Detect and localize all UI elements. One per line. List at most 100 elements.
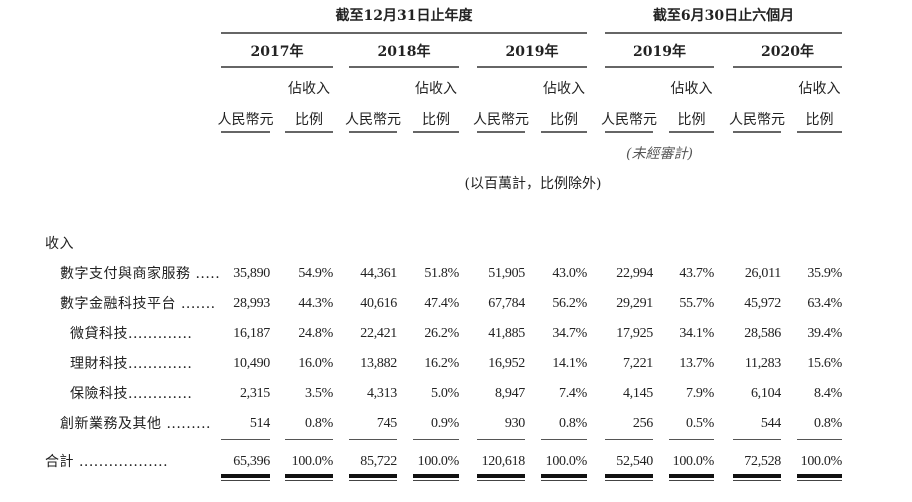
ratio-cell: 43.0%: [552, 266, 587, 281]
total-double-rule: [349, 474, 397, 481]
amount-cell: 544: [760, 416, 781, 431]
ratio-cell: 54.9%: [298, 266, 333, 281]
col-header-amount: 人民幣元: [217, 112, 274, 128]
group-header-interim: 截至6月30日止六個月: [652, 8, 795, 24]
ratio-cell: 7.9%: [686, 386, 714, 401]
amount-cell: 7,221: [622, 356, 653, 371]
amount-cell: 11,283: [744, 356, 781, 371]
ratio-cell: 8.4%: [814, 386, 842, 401]
amount-cell: 26,011: [744, 266, 781, 281]
subtotal-rule: [797, 439, 842, 440]
ratio-cell: 35.9%: [807, 266, 842, 281]
group-underline: [605, 32, 842, 34]
amount-cell: 745: [376, 416, 397, 431]
total-label: 合計 ..................: [45, 454, 169, 470]
row-label: 保險科技.............: [70, 386, 193, 402]
ratio-cell: 47.4%: [424, 296, 459, 311]
subtotal-rule: [477, 439, 525, 440]
ratio-cell: 34.1%: [679, 326, 714, 341]
amount-cell: 4,313: [366, 386, 397, 401]
ratio-cell: 26.2%: [424, 326, 459, 341]
col-header-ratio-line2: 比例: [677, 112, 706, 128]
amount-cell: 40,616: [360, 296, 397, 311]
subtotal-rule: [669, 439, 714, 440]
col-header-underline: [669, 131, 714, 133]
year-header: 2017年: [250, 44, 304, 60]
col-header-ratio-line2: 比例: [422, 112, 450, 128]
ratio-cell: 43.7%: [679, 266, 714, 281]
unit-note: (以百萬計，比例除外): [464, 176, 602, 192]
row-label: 微貸科技.............: [70, 326, 193, 342]
amount-cell: 17,925: [616, 326, 653, 341]
year-underline: [477, 66, 587, 68]
ratio-cell: 13.7%: [679, 356, 714, 371]
ratio-cell: 55.7%: [679, 296, 714, 311]
subtotal-rule: [221, 439, 270, 440]
ratio-cell: 24.8%: [298, 326, 333, 341]
total-cell: 100.0%: [672, 454, 715, 469]
col-header-ratio-line1: 佔收入: [798, 81, 841, 97]
amount-cell: 67,784: [488, 296, 525, 311]
total-cell: 100.0%: [291, 454, 334, 469]
ratio-cell: 0.9%: [431, 416, 459, 431]
total-cell: 100.0%: [545, 454, 588, 469]
total-cell: 85,722: [360, 454, 397, 469]
ratio-cell: 51.8%: [424, 266, 459, 281]
total-double-rule: [669, 474, 714, 481]
row-label: 創新業務及其他 .........: [60, 416, 212, 432]
subtotal-rule: [413, 439, 459, 440]
amount-cell: 28,586: [744, 326, 781, 341]
subtotal-rule: [733, 439, 781, 440]
ratio-cell: 56.2%: [552, 296, 587, 311]
ratio-cell: 0.8%: [305, 416, 333, 431]
year-header: 2018年: [377, 44, 431, 60]
ratio-cell: 16.0%: [298, 356, 333, 371]
ratio-cell: 5.0%: [431, 386, 459, 401]
col-header-ratio-line1: 佔收入: [288, 81, 330, 97]
amount-cell: 16,187: [233, 326, 270, 341]
year-header: 2019年: [505, 44, 559, 60]
amount-cell: 28,993: [233, 296, 270, 311]
subtotal-rule: [285, 439, 333, 440]
ratio-cell: 0.8%: [814, 416, 842, 431]
subtotal-rule: [605, 439, 653, 440]
subtotal-rule: [541, 439, 587, 440]
total-cell: 100.0%: [800, 454, 843, 469]
amount-cell: 930: [504, 416, 525, 431]
amount-cell: 51,905: [488, 266, 525, 281]
total-double-rule: [733, 474, 781, 481]
year-header: 2019年: [633, 44, 686, 60]
col-header-underline: [285, 131, 333, 133]
total-cell: 52,540: [616, 454, 653, 469]
col-header-amount: 人民幣元: [345, 112, 401, 128]
col-header-ratio-line1: 佔收入: [415, 81, 457, 97]
col-header-underline: [221, 131, 270, 133]
year-header: 2020年: [761, 44, 814, 60]
amount-cell: 44,361: [360, 266, 397, 281]
ratio-cell: 39.4%: [807, 326, 842, 341]
total-double-rule: [285, 474, 333, 481]
unaudited-note: (未經審計): [626, 146, 693, 162]
amount-cell: 22,994: [616, 266, 653, 281]
subtotal-rule: [349, 439, 397, 440]
amount-cell: 4,145: [622, 386, 653, 401]
col-header-amount: 人民幣元: [601, 112, 657, 128]
year-underline: [733, 66, 842, 68]
section-label-revenue: 收入: [45, 236, 74, 252]
col-header-underline: [605, 131, 653, 133]
ratio-cell: 44.3%: [298, 296, 333, 311]
amount-cell: 13,882: [360, 356, 397, 371]
total-double-rule: [221, 474, 270, 481]
amount-cell: 10,490: [233, 356, 270, 371]
ratio-cell: 14.1%: [552, 356, 587, 371]
total-double-rule: [797, 474, 842, 481]
total-double-rule: [605, 474, 653, 481]
total-cell: 65,396: [233, 454, 270, 469]
amount-cell: 8,947: [494, 386, 525, 401]
ratio-cell: 16.2%: [424, 356, 459, 371]
amount-cell: 22,421: [360, 326, 397, 341]
amount-cell: 16,952: [488, 356, 525, 371]
amount-cell: 29,291: [616, 296, 653, 311]
ratio-cell: 0.5%: [686, 416, 714, 431]
amount-cell: 41,885: [488, 326, 525, 341]
